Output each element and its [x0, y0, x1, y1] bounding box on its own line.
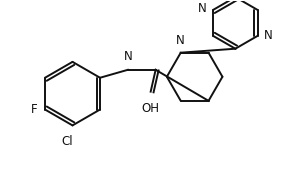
Text: N: N: [176, 34, 185, 47]
Text: Cl: Cl: [62, 135, 73, 148]
Text: N: N: [198, 1, 207, 14]
Text: OH: OH: [142, 102, 160, 115]
Text: N: N: [124, 50, 132, 63]
Text: N: N: [264, 29, 272, 42]
Text: F: F: [30, 103, 37, 116]
